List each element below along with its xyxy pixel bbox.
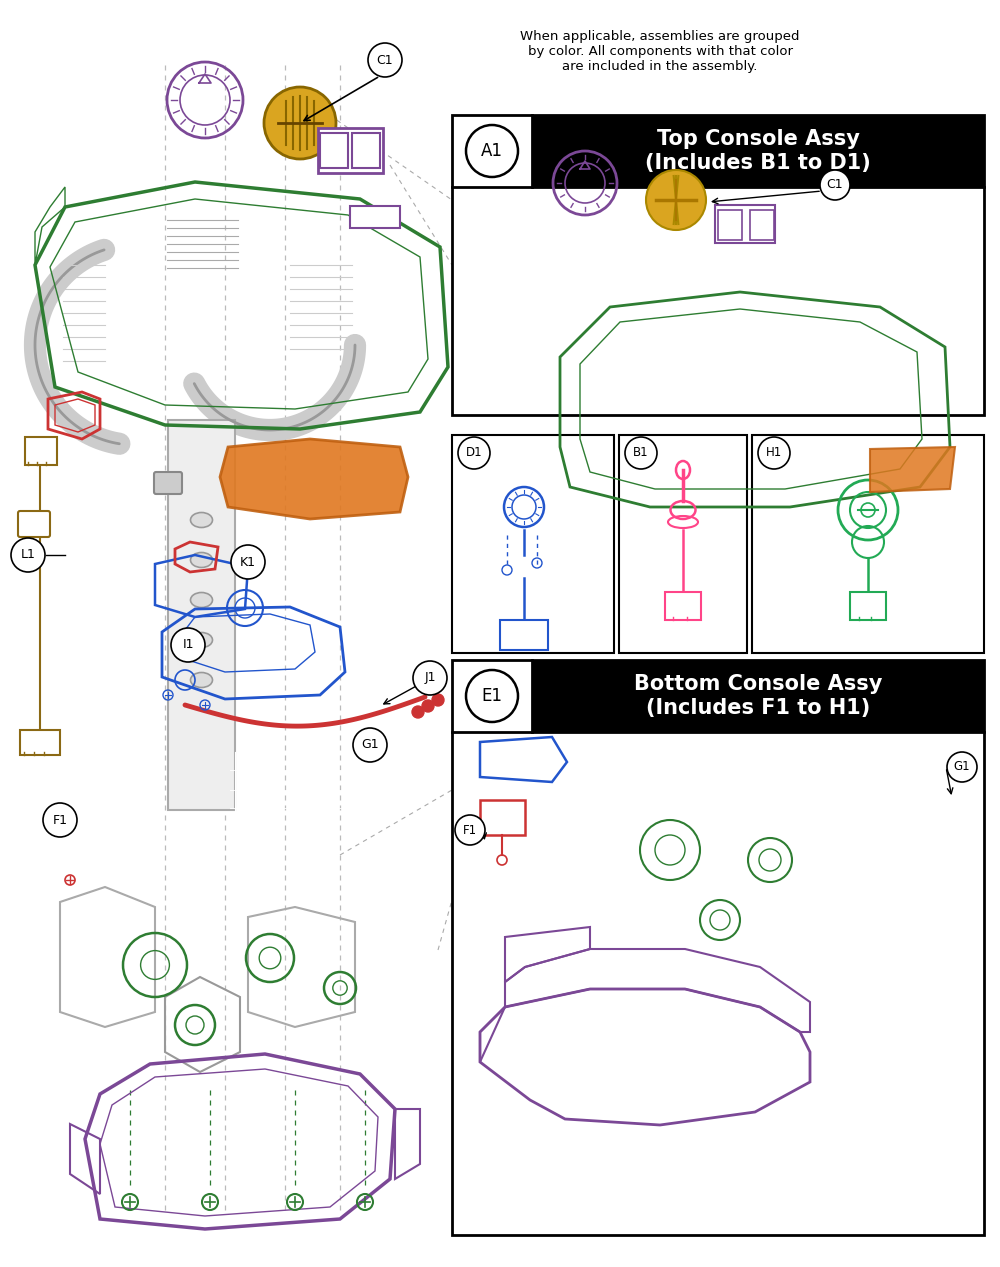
FancyBboxPatch shape [20, 730, 60, 755]
FancyBboxPatch shape [318, 128, 383, 174]
Circle shape [353, 729, 387, 761]
Circle shape [264, 87, 336, 158]
Circle shape [455, 815, 485, 845]
FancyBboxPatch shape [850, 592, 886, 620]
Circle shape [466, 670, 518, 722]
Circle shape [422, 699, 434, 712]
Text: I1: I1 [182, 639, 194, 651]
FancyBboxPatch shape [154, 473, 182, 494]
Text: E1: E1 [482, 687, 503, 704]
Circle shape [43, 803, 77, 837]
Text: J1: J1 [424, 672, 436, 684]
Text: When applicable, assemblies are grouped
by color. All components with that color: When applicable, assemblies are grouped … [520, 30, 800, 73]
Text: F1: F1 [463, 824, 477, 836]
Circle shape [646, 170, 706, 231]
Circle shape [432, 694, 444, 706]
Text: A1: A1 [481, 142, 503, 160]
Circle shape [11, 538, 45, 571]
FancyBboxPatch shape [752, 435, 984, 653]
Text: C1: C1 [377, 53, 393, 66]
Circle shape [413, 661, 447, 696]
Polygon shape [168, 419, 235, 810]
FancyBboxPatch shape [665, 592, 701, 620]
Circle shape [231, 545, 265, 579]
Circle shape [458, 437, 490, 469]
Ellipse shape [190, 593, 212, 607]
Ellipse shape [190, 512, 212, 527]
FancyBboxPatch shape [718, 210, 742, 239]
FancyBboxPatch shape [750, 210, 774, 239]
FancyBboxPatch shape [532, 660, 984, 732]
Text: K1: K1 [240, 555, 256, 569]
Circle shape [820, 170, 850, 200]
Ellipse shape [190, 673, 212, 688]
Text: Top Console Assy
(Includes B1 to D1): Top Console Assy (Includes B1 to D1) [645, 129, 871, 172]
FancyBboxPatch shape [532, 115, 984, 188]
FancyBboxPatch shape [18, 511, 50, 537]
FancyBboxPatch shape [619, 435, 747, 653]
Circle shape [758, 437, 790, 469]
FancyBboxPatch shape [452, 660, 984, 1235]
FancyBboxPatch shape [452, 115, 984, 416]
Circle shape [466, 125, 518, 177]
Circle shape [171, 628, 205, 661]
FancyBboxPatch shape [715, 205, 775, 243]
Text: C1: C1 [827, 179, 843, 191]
FancyBboxPatch shape [500, 620, 548, 650]
Polygon shape [220, 438, 408, 519]
Text: B1: B1 [633, 446, 649, 460]
Text: Bottom Console Assy
(Includes F1 to H1): Bottom Console Assy (Includes F1 to H1) [634, 674, 882, 717]
FancyBboxPatch shape [350, 207, 400, 228]
FancyBboxPatch shape [320, 133, 348, 169]
FancyBboxPatch shape [352, 133, 380, 169]
FancyBboxPatch shape [452, 435, 614, 653]
Text: G1: G1 [954, 760, 970, 773]
Circle shape [947, 753, 977, 782]
Circle shape [625, 437, 657, 469]
Ellipse shape [190, 632, 212, 647]
FancyBboxPatch shape [25, 437, 57, 465]
Text: G1: G1 [361, 739, 379, 751]
Ellipse shape [190, 552, 212, 568]
Text: F1: F1 [52, 813, 68, 826]
Circle shape [412, 706, 424, 718]
Text: H1: H1 [766, 446, 782, 460]
Circle shape [368, 43, 402, 77]
Text: D1: D1 [466, 446, 482, 460]
FancyBboxPatch shape [480, 799, 525, 835]
Text: L1: L1 [21, 549, 35, 561]
Polygon shape [870, 447, 955, 492]
